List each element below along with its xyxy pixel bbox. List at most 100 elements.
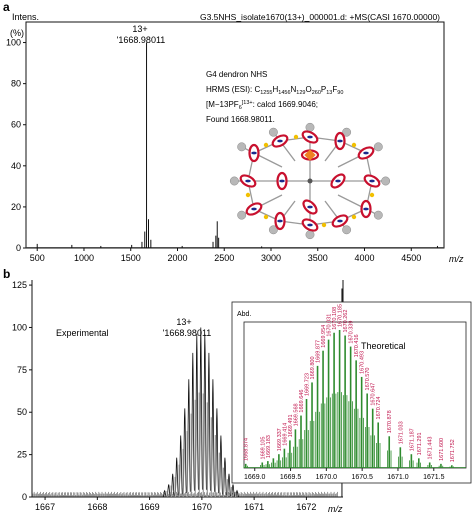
x-tick-label: 4500 [401,253,421,263]
mol-blue-core [363,207,369,211]
mol-yellow-atom [263,214,269,220]
y-tick-label: 125 [12,280,27,290]
panel-a-plot: 0 20 40 60 80 100 500 1000 1500 2000 2500 3000 3500… [6,21,445,263]
panel-a-header: G3.5NHS_isolate1670(13+)_000001.d: +MS(C… [200,12,440,22]
mol-blue-core [277,139,283,143]
x-tick-label: 2000 [167,253,187,263]
panel-b-xlabel: m/z [328,504,343,513]
mol-blue-core [245,179,251,183]
mol-gray-sphere [342,127,352,137]
mol-blue-core [369,179,375,183]
annotation-ion: [M−13PF6]13+: calcd 1669.9046; [206,100,318,111]
mol-center-atom [307,178,313,184]
isotope-peak-label: 1671.752 [450,439,456,462]
x-tick-label: 1672 [296,502,316,512]
mol-yellow-atom [321,222,327,228]
annotation-title: G4 dendron NHS [206,70,267,79]
panel-b-label: b [3,267,10,281]
x-tick-label: 1669 [140,502,160,512]
isotope-peak-label: 1670.031 [327,314,333,337]
x-tick-label: 1671.5 [423,474,445,481]
x-tick-label: 1669.5 [280,474,302,481]
theoretical-inset: Abd. Theoretical 1669.0 1669.5 1670.0 1670.… [231,301,472,484]
panel-a-frame [25,21,445,249]
x-tick-label: 1671 [244,502,264,512]
x-tick-label: 1668 [87,502,107,512]
panel-b-peak-mz: '1668.98011 [163,328,212,338]
noise-floor [31,491,338,497]
mol-gray-sphere [237,142,247,152]
panel-b-y-axis: 0 25 50 75 100 125 [12,280,32,502]
annotation-found: Found 1668.98011. [206,115,275,124]
panel-a-label: a [3,0,10,14]
isotope-peak-label: 1670.416 [354,334,360,357]
inset-spectrum [243,330,466,468]
experimental-label: Experimental [56,328,109,338]
mol-blue-core [279,179,285,183]
mol-gray-sphere [373,142,383,152]
panel-b-spectrum [31,288,343,497]
y-tick-label: 20 [11,202,21,212]
panel-a-ylabel-intens: Intens. [12,12,39,22]
mol-yellow-atom [293,134,299,140]
panel-b-peak-charge: 13+ [176,317,191,327]
mol-blue-core [337,139,343,143]
mol-yellow-atom [369,192,375,198]
panel-b-plot: 0 25 50 75 100 125 1667 1668 1669 1670 1671 1672 [12,280,344,512]
x-tick-label: 1670.5 [351,474,373,481]
mol-blue-core [277,219,283,223]
mol-blue-core [307,135,313,139]
mol-gray-sphere [381,176,391,186]
isotope-peak-label: 1669.105 [260,437,266,460]
isotope-peak-label: 1670.570 [365,368,371,391]
isotope-peak-label: 1671.443 [428,437,434,460]
isotope-peak-label: 1669.723 [305,373,311,396]
isotope-peak-label: 1670.724 [376,397,382,420]
inset-x-axis: 1669.0 1669.5 1670.0 1670.5 1671.0 1671.5 [244,468,445,481]
x-tick-label: 3500 [308,253,328,263]
isotope-peak-label: 1671.600 [439,438,445,461]
inset-background [231,301,472,484]
panel-a-xlabel: m/z [449,254,464,264]
mol-orange-core [304,149,316,161]
y-tick-label: 0 [22,492,27,502]
isotope-peak-label: 1669.183 [266,435,272,458]
annotation-formula: HRMS (ESI): C1255H1456N129O260P13F90 [206,85,343,96]
y-tick-label: 50 [17,407,27,417]
mol-gray-sphere [268,225,278,235]
panel-a-x-axis: 500 1000 1500 2000 2500 3000 3500 4000 4500 [30,248,421,263]
panel-a-annotation: G4 dendron NHS HRMS (ESI): C1255H1456N12… [206,70,343,124]
isotope-peak-label: 1670.108 [332,307,338,330]
inset-title: Theoretical [361,341,406,351]
mol-blue-core [337,219,343,223]
y-tick-label: 0 [16,243,21,253]
isotope-peak-label: 1670.878 [387,410,393,433]
isotope-peak-label: 1669.954 [321,325,327,348]
inset-frame [243,321,467,469]
isotope-peak-label: 1670.262 [343,310,349,333]
isotope-peak-label: 1671.291 [417,432,423,455]
mol-gray-sphere [305,230,315,240]
x-tick-label: 1670 [192,502,212,512]
isotope-peak-label: 1669.491 [288,414,294,437]
y-tick-label: 60 [11,120,21,130]
mol-gray-sphere [342,225,352,235]
x-tick-label: 3000 [261,253,281,263]
mol-blue-core [307,205,313,209]
mol-gray-sphere [373,210,383,220]
panel-a-peak-charge: 13+ [132,24,147,34]
y-tick-label: 75 [17,365,27,375]
x-tick-label: 1667 [35,502,55,512]
x-tick-label: 2500 [214,253,234,263]
mol-blue-core [335,179,341,183]
isotope-peak-label: 1670.339 [349,321,355,344]
x-tick-label: 1500 [121,253,141,263]
panel-a-peak-mz: '1668.98011 [117,35,166,45]
mol-gray-sphere [229,176,239,186]
isotope-peak-label: 1671.033 [398,421,404,444]
mol-blue-core [307,223,313,227]
inset-ylabel: Abd. [237,311,251,318]
isotope-peak-label: 1669.337 [277,428,283,451]
mol-blue-core [363,151,369,155]
